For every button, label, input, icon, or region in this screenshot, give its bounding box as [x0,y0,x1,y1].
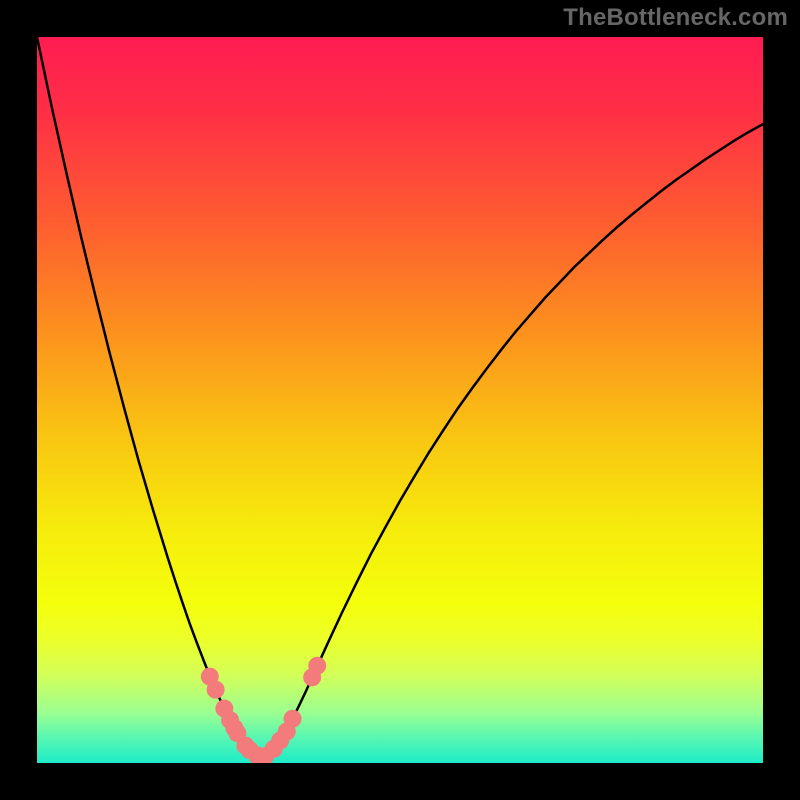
chart-frame: TheBottleneck.com [0,0,800,800]
watermark-text: TheBottleneck.com [563,4,788,32]
bottleneck-curve-chart [0,0,800,800]
